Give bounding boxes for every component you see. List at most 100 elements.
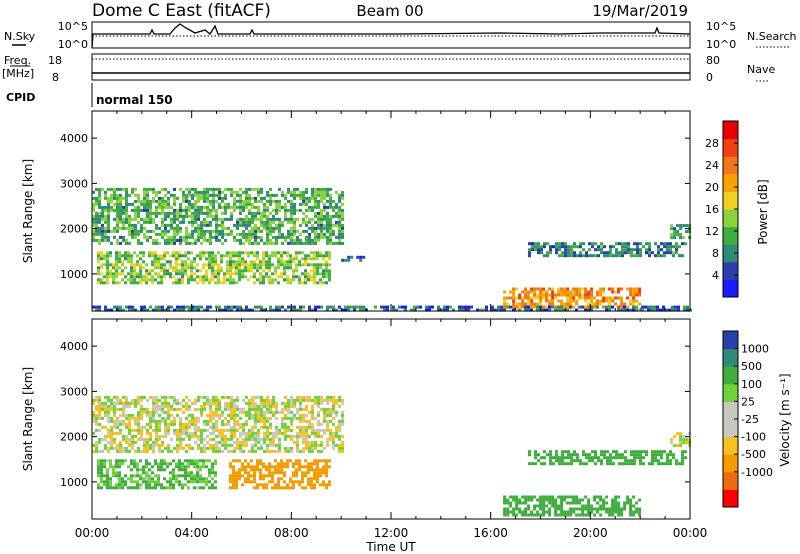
data-cell bbox=[187, 459, 190, 463]
data-cell bbox=[639, 248, 642, 252]
data-cell bbox=[287, 190, 290, 194]
data-cell bbox=[125, 241, 128, 245]
data-cell bbox=[639, 462, 642, 466]
data-cell bbox=[593, 296, 597, 300]
data-cell bbox=[676, 230, 680, 234]
data-cell bbox=[241, 465, 244, 469]
data-cell bbox=[211, 251, 214, 255]
data-cell bbox=[163, 266, 166, 270]
data-cell bbox=[106, 266, 109, 270]
data-cell bbox=[266, 410, 269, 414]
data-cell bbox=[266, 407, 269, 411]
data-cell bbox=[293, 413, 296, 417]
data-cell bbox=[564, 248, 567, 252]
data-cell bbox=[271, 480, 274, 484]
data-cell bbox=[617, 495, 621, 499]
data-cell bbox=[257, 407, 260, 411]
data-cell bbox=[289, 260, 292, 264]
data-cell bbox=[314, 202, 317, 206]
data-cell bbox=[307, 468, 310, 472]
data-cell bbox=[593, 302, 597, 306]
data-cell bbox=[227, 217, 230, 221]
data-cell bbox=[293, 308, 296, 312]
colorbar-tick-label: 4 bbox=[712, 269, 719, 282]
data-cell bbox=[338, 425, 341, 429]
data-cell bbox=[599, 504, 603, 508]
data-cell bbox=[233, 440, 236, 444]
data-cell bbox=[682, 224, 686, 228]
data-cell bbox=[188, 199, 191, 203]
data-cell bbox=[290, 238, 293, 242]
data-cell bbox=[187, 257, 190, 261]
noise-panel-frame bbox=[91, 21, 691, 49]
data-cell bbox=[263, 398, 266, 402]
data-cell bbox=[295, 474, 298, 478]
data-cell bbox=[527, 498, 531, 502]
data-cell bbox=[115, 260, 118, 264]
data-cell bbox=[221, 437, 224, 441]
data-cell bbox=[524, 501, 528, 505]
data-cell bbox=[109, 272, 112, 276]
data-cell bbox=[503, 495, 507, 499]
data-cell bbox=[133, 272, 136, 276]
data-cell bbox=[115, 275, 118, 279]
data-cell bbox=[636, 456, 639, 460]
data-cell bbox=[557, 305, 560, 309]
data-cell bbox=[292, 462, 295, 466]
data-cell bbox=[311, 241, 314, 245]
data-cell bbox=[158, 305, 161, 309]
data-cell bbox=[295, 269, 298, 273]
data-cell bbox=[128, 437, 131, 441]
data-cell bbox=[675, 462, 678, 466]
data-cell bbox=[269, 199, 272, 203]
data-cell bbox=[670, 224, 674, 228]
data-cell bbox=[157, 462, 160, 466]
data-cell bbox=[584, 290, 588, 294]
data-cell bbox=[304, 275, 307, 279]
data-cell bbox=[101, 449, 104, 453]
data-cell bbox=[104, 395, 107, 399]
data-cell bbox=[630, 453, 633, 457]
data-cell bbox=[118, 471, 121, 475]
data-cell bbox=[257, 226, 260, 230]
data-cell bbox=[206, 229, 209, 233]
data-cell bbox=[262, 257, 265, 261]
data-cell bbox=[179, 226, 182, 230]
data-cell bbox=[98, 422, 101, 426]
data-cell bbox=[100, 462, 103, 466]
data-cell bbox=[146, 211, 149, 215]
data-cell bbox=[215, 449, 218, 453]
data-cell bbox=[137, 449, 140, 453]
data-cell bbox=[190, 272, 193, 276]
data-cell bbox=[97, 260, 100, 264]
data-cell bbox=[630, 248, 633, 252]
data-cell bbox=[512, 510, 516, 514]
data-cell bbox=[259, 471, 262, 475]
data-cell bbox=[248, 187, 251, 191]
data-cell bbox=[259, 272, 262, 276]
data-cell bbox=[332, 305, 335, 309]
data-cell bbox=[458, 305, 461, 309]
data-cell bbox=[98, 190, 101, 194]
data-cell bbox=[143, 446, 146, 450]
data-cell bbox=[100, 254, 103, 258]
data-cell bbox=[320, 232, 323, 236]
data-cell bbox=[606, 254, 609, 258]
data-cell bbox=[191, 434, 194, 438]
data-cell bbox=[602, 498, 606, 502]
data-cell bbox=[254, 305, 257, 309]
data-cell bbox=[97, 462, 100, 466]
data-cell bbox=[554, 510, 558, 514]
data-cell bbox=[161, 211, 164, 215]
data-cell bbox=[119, 443, 122, 447]
data-cell bbox=[199, 254, 202, 258]
data-cell bbox=[677, 305, 680, 309]
data-cell bbox=[263, 449, 266, 453]
data-cell bbox=[196, 486, 199, 490]
data-cell bbox=[299, 193, 302, 197]
data-cell bbox=[191, 232, 194, 236]
data-cell bbox=[179, 214, 182, 218]
data-cell bbox=[645, 248, 648, 252]
data-cell bbox=[118, 254, 121, 258]
data-cell bbox=[229, 251, 232, 255]
